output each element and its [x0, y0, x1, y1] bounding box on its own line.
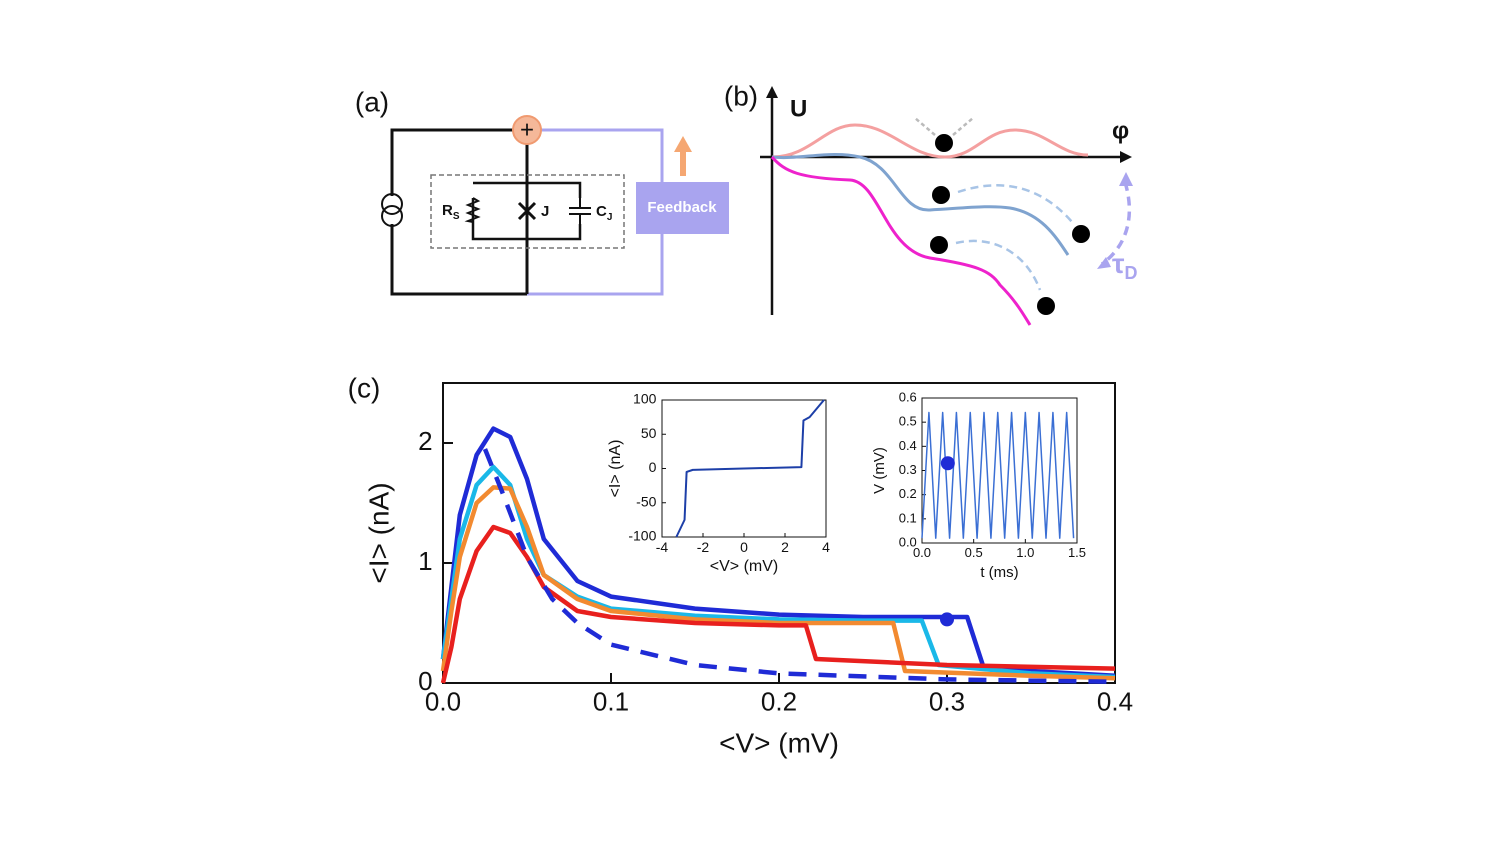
particles — [930, 134, 1090, 315]
capacitor-label: CJ — [596, 203, 612, 223]
panel-label: (a) — [355, 86, 389, 117]
capacitor — [569, 198, 591, 224]
plus-sign: + — [520, 116, 534, 143]
hop-arrow — [957, 184, 1073, 223]
junction — [517, 201, 537, 221]
cj-sub: J — [607, 212, 613, 223]
y-tick-label: 0.2 — [899, 486, 917, 501]
potential-pink — [771, 123, 1089, 159]
y-tick-label: 0.4 — [899, 438, 917, 453]
x-tick-label: 0 — [740, 539, 748, 555]
particle — [935, 134, 953, 152]
x-axis-label: <V> (mV) — [710, 558, 778, 575]
series-line — [440, 485, 1116, 681]
x-tick-label: 0.0 — [425, 687, 461, 717]
marker-point — [940, 612, 954, 627]
y-tick-label: 2 — [418, 426, 432, 456]
y-axis-label: <I> (nA) — [607, 440, 624, 498]
potential-magenta — [770, 156, 1032, 326]
series-line — [921, 411, 1075, 539]
y-tick-label: 100 — [633, 391, 657, 407]
x-tick-label: -4 — [656, 539, 669, 555]
cj: C — [596, 203, 607, 220]
particle — [1037, 297, 1055, 315]
tau: τ — [1112, 248, 1125, 279]
current-source — [381, 205, 403, 227]
marker-point — [940, 456, 955, 471]
tau-sub: D — [1125, 263, 1138, 283]
particle — [932, 186, 950, 204]
y-tick-label: 1 — [418, 546, 432, 576]
y-tick-label: 0.1 — [899, 510, 917, 525]
x-tick-label: 0.5 — [965, 545, 983, 560]
axis-arrow — [766, 86, 1132, 163]
potential-diagram — [760, 86, 1133, 326]
x-tick-label: -2 — [697, 539, 710, 555]
tau-label: τD — [1112, 248, 1138, 282]
delay-arrow — [1100, 181, 1132, 266]
rs-sub: S — [453, 211, 460, 222]
y-axis-label: <I> (nA) — [363, 482, 394, 583]
x-tick-label: 1.0 — [1016, 545, 1034, 560]
phi-label: φ — [1112, 117, 1129, 144]
y-tick-label: 0.5 — [899, 414, 917, 429]
series-line — [482, 448, 1116, 685]
feedback-label: Feedback — [647, 199, 717, 216]
x-tick-label: 2 — [781, 539, 789, 555]
y-tick-label: 0.0 — [899, 534, 917, 549]
x-axis-label: <V> (mV) — [719, 727, 839, 758]
hop-arrow — [955, 239, 1042, 291]
series-line — [440, 426, 1116, 679]
resistor-label: RS — [442, 202, 460, 222]
x-tick-label: 4 — [822, 539, 830, 555]
particle — [930, 236, 948, 254]
y-tick-label: 0.3 — [899, 462, 917, 477]
junction-label: J — [541, 203, 549, 220]
circuit — [380, 115, 692, 296]
x-axis-label: t (ms) — [980, 564, 1018, 581]
current-source — [381, 193, 403, 215]
panel-label: (b) — [724, 80, 758, 111]
escape-arrow — [914, 117, 974, 136]
particle — [1072, 225, 1090, 243]
series-line — [440, 524, 1116, 684]
x-tick-label: 0.0 — [913, 545, 931, 560]
x-tick-label: 0.2 — [761, 687, 797, 717]
x-tick-label: 1.5 — [1068, 545, 1086, 560]
y-tick-label: 0.6 — [899, 389, 917, 404]
y-tick-label: 0 — [649, 459, 657, 475]
dashed-box — [430, 174, 625, 249]
delay-arrow-head — [1097, 172, 1133, 269]
x-tick-label: 0.3 — [929, 687, 965, 717]
arrow-head — [674, 136, 692, 152]
y-tick-label: 50 — [641, 425, 657, 441]
x-tick-label: 0.4 — [1097, 687, 1133, 717]
y-tick-label: -100 — [628, 528, 656, 544]
series-line — [675, 399, 825, 538]
x-tick-label: 0.1 — [593, 687, 629, 717]
feedback-box — [636, 182, 729, 234]
rs: R — [442, 202, 453, 219]
potential-blue — [771, 152, 1070, 256]
u-label: U — [790, 95, 807, 122]
resistor — [464, 197, 481, 223]
summing-node — [512, 115, 542, 145]
y-tick-label: -50 — [636, 493, 656, 509]
y-axis-label: V (mV) — [871, 447, 888, 494]
panel-label: (c) — [348, 372, 381, 403]
y-tick-label: 0 — [418, 666, 432, 696]
